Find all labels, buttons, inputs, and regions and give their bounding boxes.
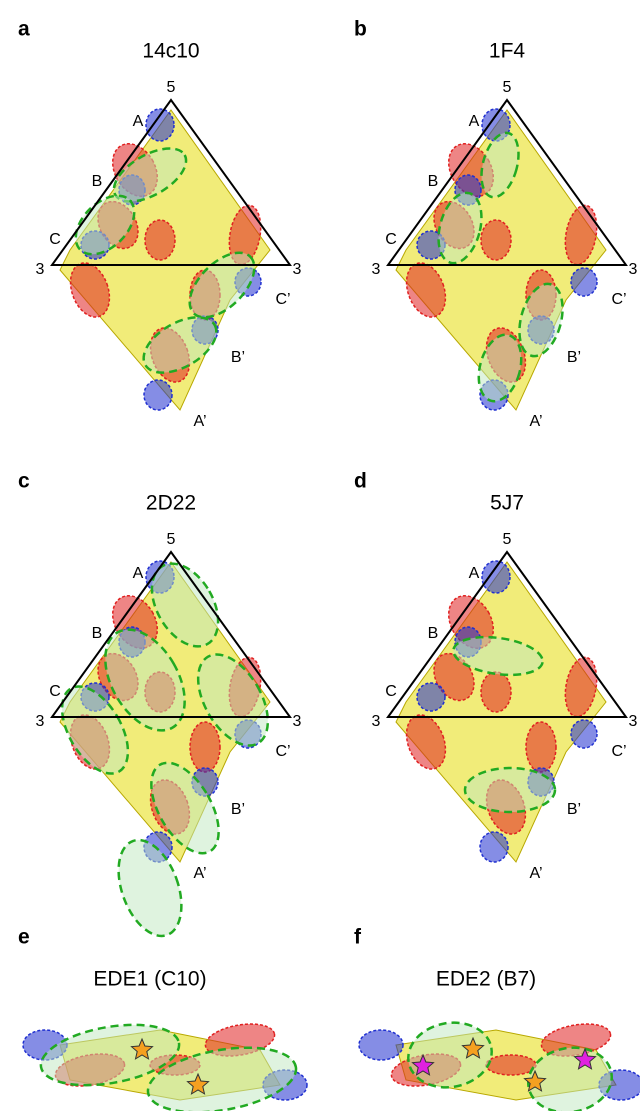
domain-label: A [133, 113, 144, 130]
figure: a 14c10 5 3 3 A B C C’ B’ A’ b 1F4 5 3 3 A B C C’ B’ A’ c 2D22 5… [0, 0, 640, 1111]
panel-letter: e [18, 926, 30, 949]
panel-title: 14c10 [142, 40, 199, 63]
vertex-label: 3 [372, 261, 381, 278]
protein-domain [571, 720, 597, 748]
protein-domain [571, 268, 597, 296]
protein-domain [359, 1030, 403, 1060]
domain-label: B [92, 173, 103, 190]
domain-label: A’ [529, 865, 542, 882]
domain-label: A [469, 113, 480, 130]
protein-domain [480, 832, 508, 862]
vertex-label: 3 [293, 713, 302, 730]
panel: a 14c10 5 3 3 A B C C’ B’ A’ [18, 18, 302, 431]
panel: c 2D22 5 3 3 A B C C’ B’ A’ [18, 470, 302, 945]
vertex-label: 5 [167, 79, 176, 96]
panel-letter: b [354, 18, 367, 41]
domain-label: B [428, 173, 439, 190]
panel-title: 1F4 [489, 40, 526, 63]
domain-label: C [49, 683, 61, 700]
domain-label: B’ [567, 349, 581, 366]
domain-label: B’ [567, 801, 581, 818]
protein-domain [481, 220, 511, 260]
protein-domain [190, 722, 220, 772]
domain-label: A’ [193, 865, 206, 882]
panel-letter: a [18, 18, 30, 41]
domain-label: C [385, 231, 397, 248]
panel-title: 2D22 [146, 492, 196, 515]
epitope-footprint [465, 768, 555, 812]
panel-title: EDE1 (C10) [93, 968, 206, 991]
page: a 14c10 5 3 3 A B C C’ B’ A’ b 1F4 5 3 3 A B C C’ B’ A’ c 2D22 5… [0, 0, 640, 1111]
domain-label: C [49, 231, 61, 248]
vertex-label: 3 [372, 713, 381, 730]
domain-label: C’ [275, 291, 290, 308]
domain-label: B’ [231, 801, 245, 818]
vertex-label: 3 [293, 261, 302, 278]
domain-label: A [133, 565, 144, 582]
panel-title: 5J7 [490, 492, 524, 515]
vertex-label: 3 [36, 713, 45, 730]
domain-label: A’ [529, 413, 542, 430]
vertex-label: 3 [629, 261, 638, 278]
domain-label: A’ [193, 413, 206, 430]
domain-label: C [385, 683, 397, 700]
panel: b 1F4 5 3 3 A B C C’ B’ A’ [354, 18, 638, 431]
panel: d 5J7 5 3 3 A B C C’ B’ A’ [354, 470, 638, 883]
panel: f EDE2 (B7) [354, 926, 640, 1111]
protein-domain [486, 1055, 536, 1075]
panel-title: EDE2 (B7) [436, 968, 536, 991]
protein-domain [481, 672, 511, 712]
domain-label: C’ [611, 743, 626, 760]
panel-letter: f [354, 926, 362, 949]
panel-letter: c [18, 470, 30, 493]
protein-domain [526, 722, 556, 772]
protein-domain [144, 380, 172, 410]
domain-label: B [428, 625, 439, 642]
panel: e EDE1 (C10) [18, 926, 307, 1111]
domain-label: C’ [611, 291, 626, 308]
domain-label: B [92, 625, 103, 642]
protein-domain [417, 683, 445, 711]
vertex-label: 3 [629, 713, 638, 730]
panel-letter: d [354, 470, 367, 493]
vertex-label: 5 [167, 531, 176, 548]
vertex-label: 5 [503, 79, 512, 96]
vertex-label: 5 [503, 531, 512, 548]
protein-domain [145, 220, 175, 260]
vertex-label: 3 [36, 261, 45, 278]
domain-label: B’ [231, 349, 245, 366]
domain-label: A [469, 565, 480, 582]
domain-label: C’ [275, 743, 290, 760]
